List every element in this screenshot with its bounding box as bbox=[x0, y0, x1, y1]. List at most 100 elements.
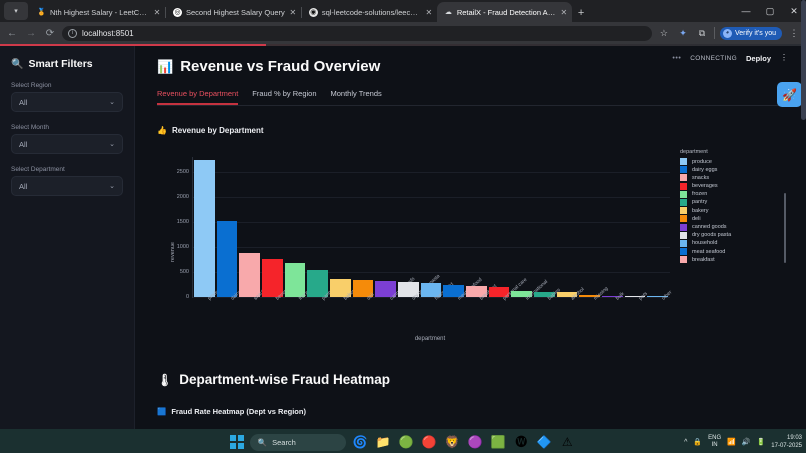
chart-bar[interactable] bbox=[624, 295, 646, 297]
address-bar[interactable]: i localhost:8501 bbox=[62, 25, 652, 41]
chart-bar-column[interactable]: personal care bbox=[488, 157, 528, 302]
browser-menu-icon[interactable]: ⋮ bbox=[789, 27, 799, 38]
taskbar-icon-teams[interactable]: 🟣 bbox=[467, 435, 483, 453]
chart-bar-column[interactable]: dairy eggs bbox=[216, 157, 251, 302]
taskbar-icon-wondershare[interactable]: 🅦 bbox=[513, 434, 530, 453]
split-screen-icon[interactable]: ⧉ bbox=[698, 27, 706, 38]
close-icon[interactable]: ✕ bbox=[560, 7, 568, 17]
chart-bar[interactable] bbox=[488, 286, 510, 297]
chart-bar-column[interactable]: international bbox=[511, 157, 549, 302]
legend-item[interactable]: meat seafood bbox=[680, 248, 788, 256]
legend-item[interactable]: pantry bbox=[680, 198, 788, 206]
close-icon[interactable]: ✕ bbox=[153, 7, 161, 17]
browser-tab-0[interactable]: 🏅 Nth Highest Salary - LeetCode ✕ bbox=[30, 2, 165, 22]
chart-bar-column[interactable]: missing bbox=[579, 157, 609, 302]
page-scrollbar[interactable] bbox=[801, 0, 806, 383]
close-icon[interactable]: ✕ bbox=[425, 7, 433, 17]
chart-bar-column[interactable]: pantry bbox=[307, 157, 335, 302]
site-info-icon[interactable]: i bbox=[68, 28, 77, 38]
bookmark-star-icon[interactable]: ☆ bbox=[659, 27, 668, 38]
legend-item[interactable]: bakery bbox=[680, 207, 788, 215]
app-menu-icon[interactable]: ⋮ bbox=[780, 53, 788, 62]
chart-bar-column[interactable]: household bbox=[420, 157, 455, 302]
chart-bar[interactable] bbox=[194, 159, 215, 297]
chart-bar[interactable] bbox=[579, 294, 601, 297]
close-window-button[interactable]: ✕ bbox=[790, 5, 798, 16]
chart-bar[interactable] bbox=[511, 291, 533, 297]
windows-start-icon[interactable] bbox=[230, 435, 244, 449]
browser-tab-2[interactable]: ◉ sql-leetcode-solutions/leecode ✕ bbox=[302, 2, 437, 22]
taskbar-icon-chrome[interactable]: 🔴 bbox=[421, 435, 437, 453]
chart-bar-column[interactable]: bakery bbox=[330, 157, 358, 302]
legend-item[interactable]: dairy eggs bbox=[680, 166, 788, 174]
chart-bar-column[interactable]: babies bbox=[534, 157, 562, 302]
chart-bar[interactable] bbox=[330, 279, 351, 297]
chart-bar-column[interactable]: canned goods bbox=[375, 157, 416, 302]
language-indicator[interactable]: ENG IN bbox=[708, 435, 721, 450]
chart-bar[interactable] bbox=[239, 252, 261, 297]
chart-bar[interactable] bbox=[602, 295, 623, 297]
page-scrollbar-thumb[interactable] bbox=[801, 0, 806, 120]
battery-icon[interactable]: 🔋 bbox=[756, 439, 766, 446]
browser-tab-1[interactable]: ◎ Second Highest Salary Query ✕ bbox=[166, 2, 301, 22]
chart-bar[interactable] bbox=[534, 291, 555, 297]
tab-fraud-pct-by-region[interactable]: Fraud % by Region bbox=[252, 89, 317, 98]
taskbar-icon-warning[interactable]: ⚠ bbox=[561, 435, 573, 449]
chart-bar[interactable] bbox=[375, 280, 397, 297]
legend-item[interactable]: deli bbox=[680, 215, 788, 223]
deploy-button[interactable]: Deploy bbox=[745, 53, 771, 63]
chart-bar[interactable] bbox=[284, 263, 306, 297]
maximize-button[interactable]: ▢ bbox=[765, 5, 775, 16]
tab-search-button[interactable]: ▾ bbox=[4, 2, 28, 20]
chart-bar[interactable] bbox=[262, 258, 283, 297]
legend-item[interactable]: canned goods bbox=[680, 223, 788, 231]
select-department[interactable]: All ⌄ bbox=[11, 176, 123, 196]
taskbar-icon-copilot[interactable]: 🌀 bbox=[352, 435, 368, 449]
chart-bar-column[interactable]: meat seafood bbox=[443, 157, 483, 302]
taskbar-icon-whatsapp[interactable]: 🟢 bbox=[398, 435, 414, 453]
chart-bar[interactable] bbox=[556, 292, 578, 297]
legend-item[interactable]: frozen bbox=[680, 190, 788, 198]
legend-item[interactable]: snacks bbox=[680, 174, 788, 182]
volume-icon[interactable]: 🔊 bbox=[741, 439, 751, 446]
close-icon[interactable]: ✕ bbox=[289, 7, 297, 17]
chart-bar[interactable] bbox=[352, 279, 374, 297]
chart-bar-column[interactable]: dry goods pasta bbox=[398, 157, 442, 302]
legend-item[interactable]: dry goods pasta bbox=[680, 231, 788, 239]
back-icon[interactable]: ← bbox=[7, 27, 17, 39]
tab-monthly-trends[interactable]: Monthly Trends bbox=[330, 89, 382, 98]
chart-bar-column[interactable]: snacks bbox=[239, 157, 268, 302]
browser-tab-3-active[interactable]: ☁ RetailX - Fraud Detection AI Da ✕ bbox=[436, 2, 572, 22]
chart-bar-column[interactable]: produce bbox=[194, 157, 225, 302]
legend-item[interactable]: household bbox=[680, 239, 788, 247]
legend-scrollbar[interactable] bbox=[784, 193, 786, 263]
taskbar-icon-spotify[interactable]: 🟩 bbox=[490, 435, 506, 453]
reload-icon[interactable]: ⟳ bbox=[45, 27, 55, 39]
minimize-button[interactable]: — bbox=[741, 6, 751, 16]
chart-bar-column[interactable]: beverages bbox=[262, 157, 297, 302]
taskbar-icon-file-explorer[interactable]: 📁 bbox=[375, 435, 391, 453]
tray-expand-chevron-icon[interactable]: ^ bbox=[684, 438, 688, 446]
legend-item[interactable]: beverages bbox=[680, 182, 788, 190]
deploy-rocket-button[interactable]: 🚀 bbox=[777, 82, 802, 107]
chart-bar-column[interactable]: bulk bbox=[602, 157, 626, 302]
extensions-icon[interactable]: ✦ bbox=[679, 27, 687, 38]
chart-bar[interactable] bbox=[216, 220, 238, 297]
legend-item[interactable]: produce bbox=[680, 158, 788, 165]
new-tab-button[interactable]: + bbox=[577, 7, 585, 19]
tray-security-icon[interactable]: 🔒 bbox=[693, 439, 703, 446]
forward-icon[interactable]: → bbox=[26, 27, 36, 39]
chart-bar-column[interactable]: other bbox=[647, 157, 673, 302]
taskbar-icon-brave[interactable]: 🦁 bbox=[444, 435, 460, 453]
clock[interactable]: 19:03 17-07-2025 bbox=[771, 434, 802, 450]
taskbar-search-input[interactable]: 🔍 Search bbox=[249, 433, 346, 451]
select-region[interactable]: All ⌄ bbox=[11, 92, 123, 112]
verify-identity-button[interactable]: ◕ Verify it's you bbox=[719, 26, 782, 40]
chart-bar-column[interactable]: frozen bbox=[284, 157, 312, 302]
chart-bar[interactable] bbox=[307, 270, 329, 297]
chart-bar[interactable] bbox=[420, 282, 442, 297]
chart-bar[interactable] bbox=[466, 286, 487, 297]
taskbar-icon-vs-code[interactable]: 🔷 bbox=[536, 435, 552, 453]
chart-bar[interactable] bbox=[647, 296, 669, 297]
chart-bar-column[interactable]: pets bbox=[624, 157, 649, 302]
